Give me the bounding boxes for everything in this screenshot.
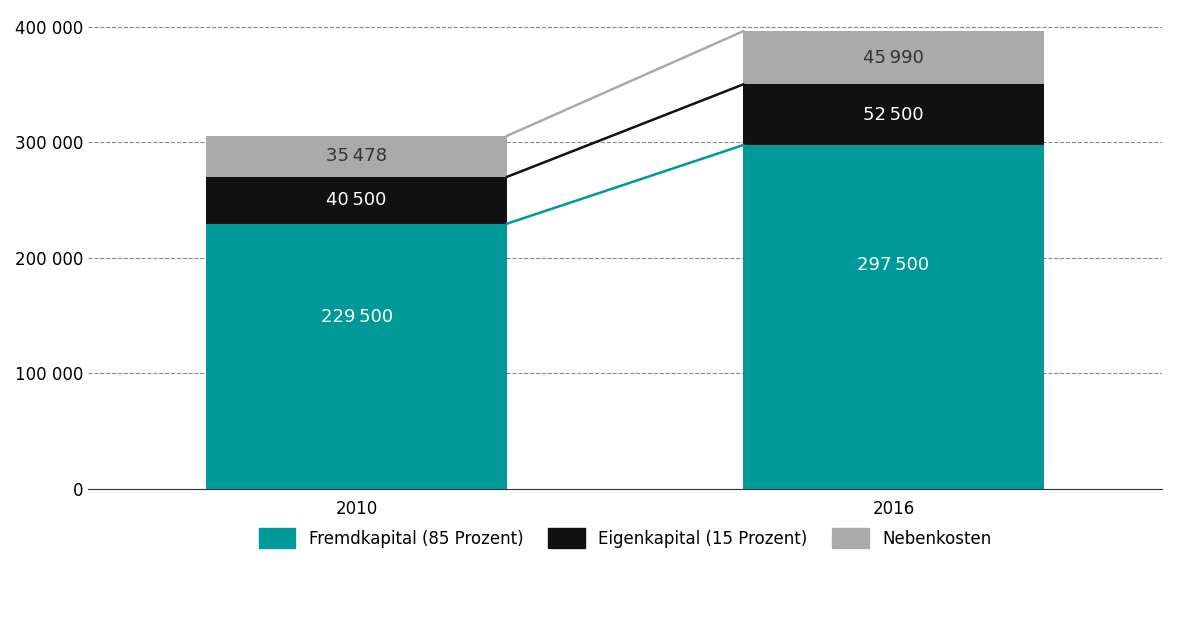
Legend: Fremdkapital (85 Prozent), Eigenkapital (15 Prozent), Nebenkosten: Fremdkapital (85 Prozent), Eigenkapital …	[251, 520, 1000, 556]
Text: 40 500: 40 500	[326, 192, 387, 209]
Bar	[743, 145, 1044, 489]
Bar	[206, 224, 507, 489]
Bar	[206, 136, 507, 177]
Text: 297 500: 297 500	[858, 256, 930, 275]
Text: 52 500: 52 500	[863, 106, 924, 123]
Bar	[743, 84, 1044, 145]
Text: 35 478: 35 478	[326, 147, 387, 165]
Text: 45 990: 45 990	[863, 49, 924, 67]
Bar	[206, 177, 507, 224]
Text: 229 500: 229 500	[320, 307, 393, 326]
Bar	[743, 32, 1044, 84]
